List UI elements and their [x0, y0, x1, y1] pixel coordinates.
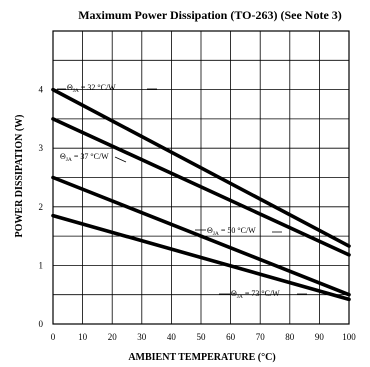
- x-tick-label: 50: [197, 332, 207, 342]
- x-tick-label: 90: [315, 332, 325, 342]
- series-annotation: ΘJA = 73 °C/W: [231, 289, 280, 300]
- series-annotation: ΘJA = 32 °C/W: [67, 83, 116, 94]
- annotation-leader: [114, 156, 127, 163]
- x-tick-label: 0: [51, 332, 56, 342]
- y-tick-label: 0: [39, 319, 44, 329]
- x-tick-label: 20: [108, 332, 118, 342]
- x-tick-label: 10: [78, 332, 88, 342]
- x-tick-label: 30: [137, 332, 147, 342]
- x-tick-label: 60: [226, 332, 236, 342]
- y-tick-label: 2: [39, 202, 44, 212]
- series-line: [51, 175, 351, 297]
- series-line: [51, 213, 351, 302]
- annotations: ΘJA = 32 °C/W ΘJA = 37 °C/W ΘJA = 50 °C/W Θ…: [57, 83, 307, 300]
- grid: [52, 30, 350, 325]
- y-tick-labels: 0 1 2 3 4: [39, 85, 44, 329]
- x-axis-label: AMBIENT TEMPERATURE (°C): [128, 352, 275, 363]
- chart-title: Maximum Power Dissipation (TO-263) (See …: [78, 8, 342, 22]
- series-line: [51, 87, 351, 248]
- y-axis-label: POWER DISSIPATION (W): [14, 115, 25, 238]
- y-tick-label: 4: [39, 85, 44, 95]
- y-tick-label: 1: [39, 260, 44, 270]
- x-tick-label: 100: [342, 332, 356, 342]
- series-lines: [51, 87, 351, 302]
- series-annotation: ΘJA = 37 °C/W: [60, 152, 109, 163]
- x-tick-label: 40: [167, 332, 177, 342]
- x-tick-labels: 0 10 20 30 40 50 60 70 80 90 100: [51, 332, 357, 342]
- x-tick-label: 80: [285, 332, 295, 342]
- series-annotation: ΘJA = 50 °C/W: [207, 226, 256, 237]
- series-line: [51, 117, 351, 257]
- y-tick-label: 3: [39, 143, 44, 153]
- x-tick-label: 70: [256, 332, 266, 342]
